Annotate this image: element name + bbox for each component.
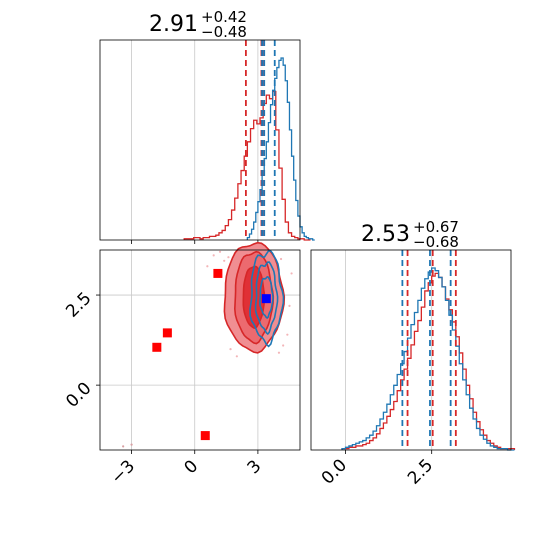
joint-frame: [99, 249, 301, 451]
top-panel-background: [100, 40, 300, 240]
joint-sample-point-6: [206, 265, 209, 268]
joint-sample-point-5: [223, 259, 226, 262]
joint-sample-point-10: [290, 272, 293, 275]
right-panel-histogram-red: [341, 272, 516, 450]
joint-sample-point-11: [288, 304, 291, 307]
marginal-histogram-param-2: 0.0 2.5: [310, 249, 516, 489]
joint-xtick-label-0: −3: [107, 456, 139, 488]
blue-contour-middle: [254, 261, 279, 336]
joint-sample-point-14: [279, 257, 283, 261]
title-value-2: 2.53: [361, 222, 410, 247]
joint-ytick-label-0: 0.0: [62, 379, 95, 412]
top-panel-frame: [99, 39, 301, 241]
joint-sample-point-13: [235, 355, 238, 358]
top-panel-histogram-blue: [246, 57, 315, 241]
joint-contour-plot: −3 0 3 0.0 2.5: [62, 241, 301, 488]
joint-sample-point-8: [286, 333, 289, 336]
joint-ytick-label-1: 2.5: [62, 288, 95, 321]
top-panel-histogram-red: [183, 90, 311, 241]
title-minus-1: −0.48: [201, 23, 247, 41]
title-param-1: 2.91 +0.42 −0.48: [149, 8, 247, 41]
right-panel-histogram-blue: [341, 267, 515, 451]
joint-sample-point-16: [130, 443, 133, 446]
joint-sample-point-1: [227, 256, 230, 259]
red-marker-1: [162, 328, 172, 338]
right-panel-frame: [310, 249, 512, 451]
red-marker-0: [213, 268, 223, 278]
marginal-histogram-param-1: [99, 39, 315, 244]
blue-contour-inner: [259, 276, 274, 320]
title-plus-1: +0.42: [201, 8, 247, 26]
blue-marker: [261, 294, 271, 304]
joint-sample-point-12: [229, 347, 232, 351]
joint-sample-point-7: [282, 344, 285, 347]
joint-sample-point-9: [277, 351, 281, 354]
title-plus-2: +0.67: [413, 218, 459, 236]
title-param-2: 2.53 +0.67 −0.68: [361, 218, 459, 251]
right-panel-xtick-label-1: 2.5: [404, 455, 437, 488]
title-minus-2: −0.68: [413, 233, 459, 251]
joint-xtick-label-1: 0: [180, 456, 202, 478]
joint-sample-point-2: [212, 254, 215, 257]
blue-contour-outer: [249, 249, 285, 348]
joint-xtick-label-2: 3: [244, 456, 266, 478]
joint-sample-point-0: [218, 250, 222, 253]
right-panel-xtick-label-0: 0.0: [318, 455, 351, 488]
red-marker-3: [200, 431, 210, 441]
red-marker-2: [152, 342, 162, 352]
joint-sample-point-15: [122, 445, 125, 448]
red-contour-inner: [242, 265, 266, 330]
title-value-1: 2.91: [149, 12, 198, 37]
